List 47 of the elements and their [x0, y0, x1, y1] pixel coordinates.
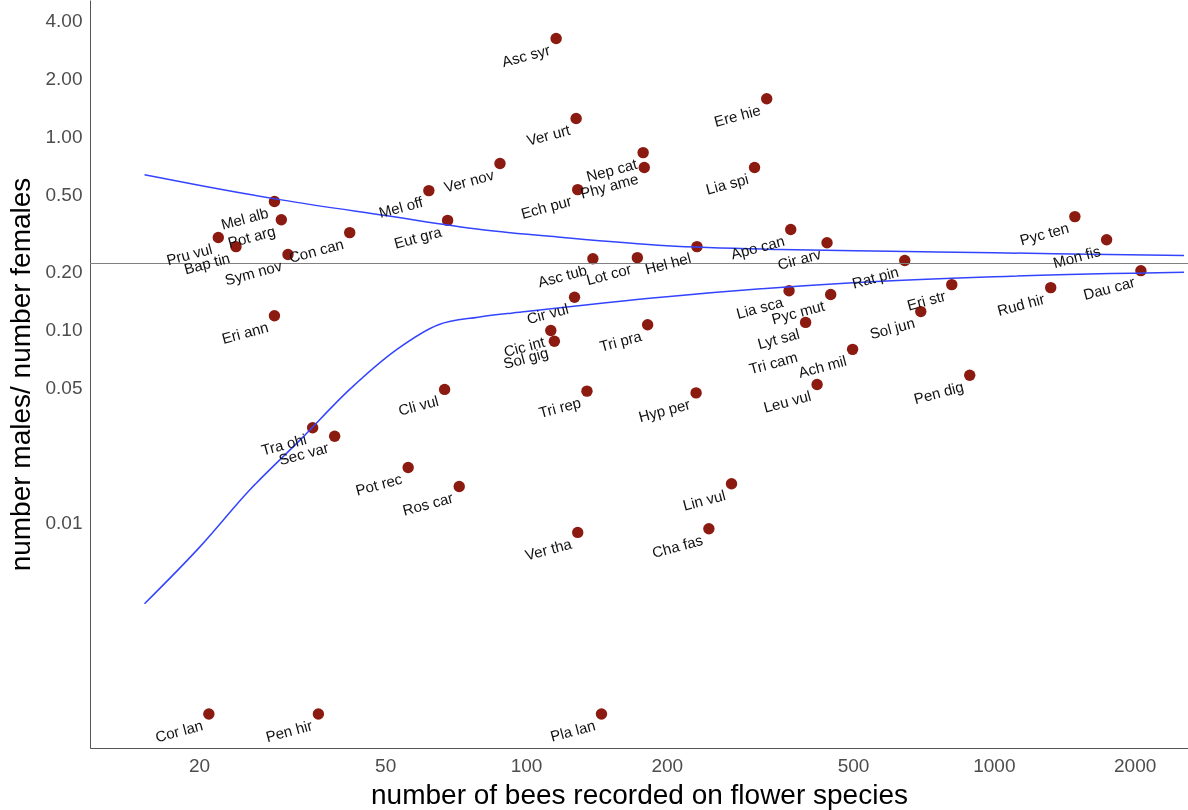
y-tick-label: 0.50 [45, 184, 83, 206]
annotation: Lin vul [680, 486, 728, 514]
annotation: Tri rep [536, 393, 583, 421]
y-tick-label: 0.05 [45, 377, 83, 399]
annotation: Pla lan [548, 716, 598, 745]
annotation: Ech pur [519, 191, 574, 222]
x-tick-label: 20 [188, 754, 211, 776]
annotation: Cli vul [396, 391, 441, 419]
x-tick-label: 2000 [1114, 754, 1157, 776]
x-tick-label: 100 [510, 754, 543, 776]
annotation: Rat pin [850, 262, 901, 292]
annotation: Ere hie [712, 101, 763, 130]
x-tick-label: 200 [651, 754, 684, 776]
annotation: Pen dig [911, 377, 966, 408]
annotation: Lyt sal [755, 324, 802, 353]
x-tick-label: 500 [837, 754, 870, 776]
annotation: Asc syr [499, 40, 552, 71]
annotation: Lia spi [703, 169, 751, 198]
annotation: Eut gra [392, 222, 444, 252]
annotation: Pen hir [263, 716, 315, 746]
annotation: Hyp per [636, 395, 692, 426]
y-tick-label: 4.00 [45, 9, 83, 31]
annotation: Ver nov [442, 165, 497, 196]
annotation: Tri pra [597, 326, 644, 355]
y-tick-label: 2.00 [45, 67, 83, 89]
y-tick-label: 0.01 [45, 512, 83, 534]
annotation: Eri ann [219, 318, 271, 347]
annotation: Ver tha [523, 534, 575, 564]
annotation: Mel off [376, 192, 426, 221]
annotation: Cha fas [650, 531, 705, 561]
annotation: Dau car [1081, 273, 1137, 304]
annotation: Leu vul [761, 386, 813, 416]
annotation: Hel hel [643, 248, 693, 278]
annotation: Con can [287, 234, 346, 266]
x-axis-title: number of bees recorded on flower species [371, 778, 908, 810]
y-tick-label: 1.00 [45, 126, 83, 148]
annotation: Ver urt [524, 120, 573, 149]
y-tick-label: 0.10 [45, 319, 83, 341]
annotation: Cir vul [524, 299, 571, 328]
annotation: Cor lan [153, 716, 205, 746]
y-tick-label: 0.20 [45, 261, 83, 282]
annotation: Rud hir [995, 289, 1047, 319]
x-tick-label: 1000 [973, 754, 1016, 776]
annotation: Sol jun [867, 313, 917, 343]
x-tick-label: 50 [375, 754, 397, 776]
y-axis-title: number males/ number females [4, 177, 36, 572]
annotation: Eri str [905, 286, 948, 314]
